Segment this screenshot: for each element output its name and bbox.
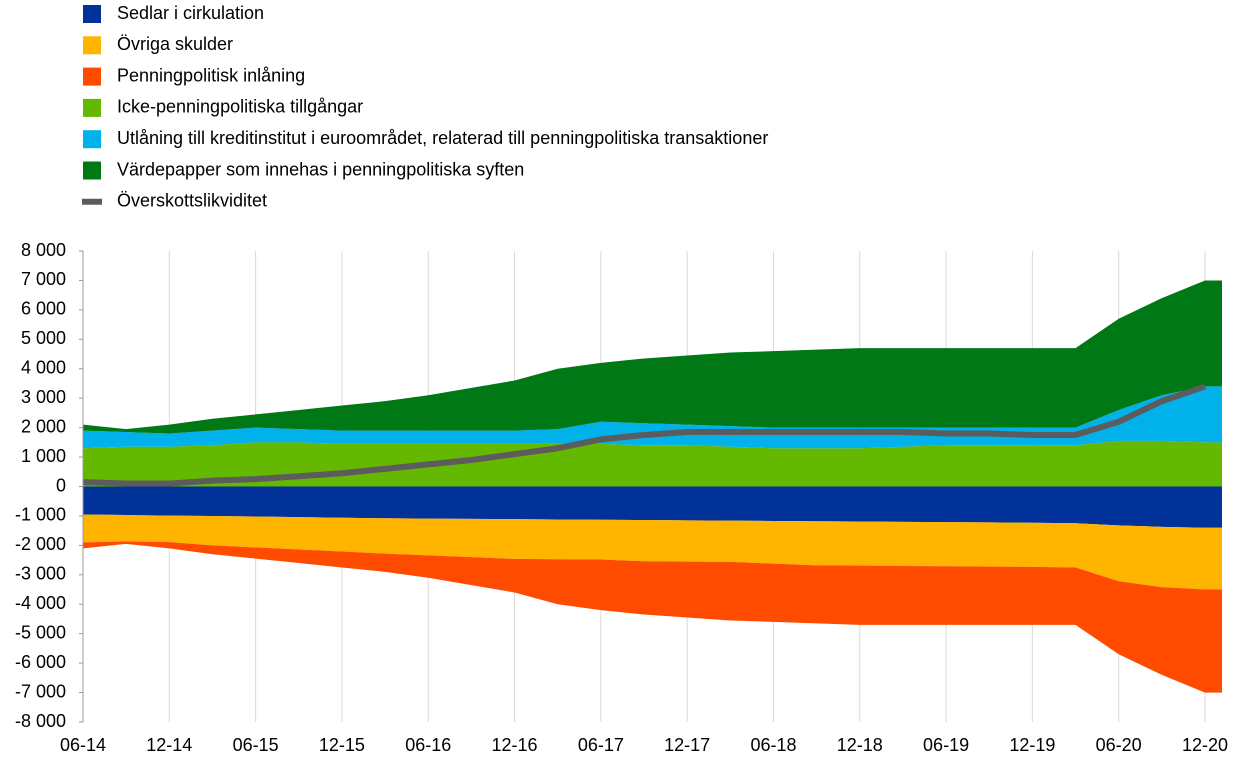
y-tick-label: 8 000	[21, 240, 66, 260]
x-tick-label: 06-15	[233, 735, 279, 755]
y-tick-label: -1 000	[15, 505, 66, 525]
area	[83, 514, 1222, 590]
y-tick-label: -3 000	[15, 564, 66, 584]
legend-swatch	[83, 36, 101, 55]
legend-swatch	[83, 130, 101, 149]
x-tick-label: 06-16	[405, 735, 451, 755]
legend-swatch	[83, 98, 101, 117]
y-tick-label: -2 000	[15, 534, 66, 554]
x-tick-label: 06-18	[750, 735, 796, 755]
y-tick-label: -5 000	[15, 622, 66, 642]
x-tick-label: 06-14	[60, 735, 106, 755]
x-tick-label: 06-19	[923, 735, 969, 755]
legend-label: Icke-penningpolitiska tillgångar	[117, 97, 363, 117]
y-tick-label: 5 000	[21, 328, 66, 348]
legend-label: Värdepapper som innehas i penningpolitis…	[117, 159, 524, 179]
legend-label: Penningpolitisk inlåning	[117, 65, 305, 85]
legend-label: Överskottslikviditet	[117, 191, 267, 211]
x-tick-label: 06-17	[578, 735, 624, 755]
x-tick-label: 12-16	[492, 735, 538, 755]
x-tick-label: 12-15	[319, 735, 365, 755]
legend-label: Övriga skulder	[117, 34, 233, 54]
x-tick-label: 12-19	[1009, 735, 1055, 755]
y-tick-label: -8 000	[15, 711, 66, 731]
y-tick-label: 2 000	[21, 416, 66, 436]
area	[83, 280, 1222, 434]
x-tick-label: 12-18	[837, 735, 883, 755]
area	[83, 541, 1222, 693]
y-tick-label: 6 000	[21, 299, 66, 319]
area	[83, 440, 1222, 487]
y-tick-label: 7 000	[21, 269, 66, 289]
x-tick-label: 06-20	[1096, 735, 1142, 755]
legend-swatch	[83, 5, 101, 23]
y-tick-label: -4 000	[15, 593, 66, 613]
y-tick-label: 1 000	[21, 446, 66, 466]
y-tick-label: 3 000	[21, 387, 66, 407]
x-tick-label: 12-17	[664, 735, 710, 755]
legend-label: Utlåning till kreditinstitut i euroområd…	[117, 128, 768, 148]
y-tick-label: -6 000	[15, 652, 66, 672]
line	[82, 383, 1206, 487]
x-tick-label: 12-14	[146, 735, 192, 755]
y-tick-label: 4 000	[21, 358, 66, 378]
legend-swatch	[83, 67, 101, 86]
y-tick-label: 0	[56, 475, 66, 495]
x-tick-label: 12-20	[1182, 735, 1228, 755]
legend-swatch	[83, 161, 101, 180]
legend-label: Sedlar i cirkulation	[117, 3, 264, 23]
y-tick-label: -7 000	[15, 681, 66, 701]
area	[83, 486, 1222, 528]
